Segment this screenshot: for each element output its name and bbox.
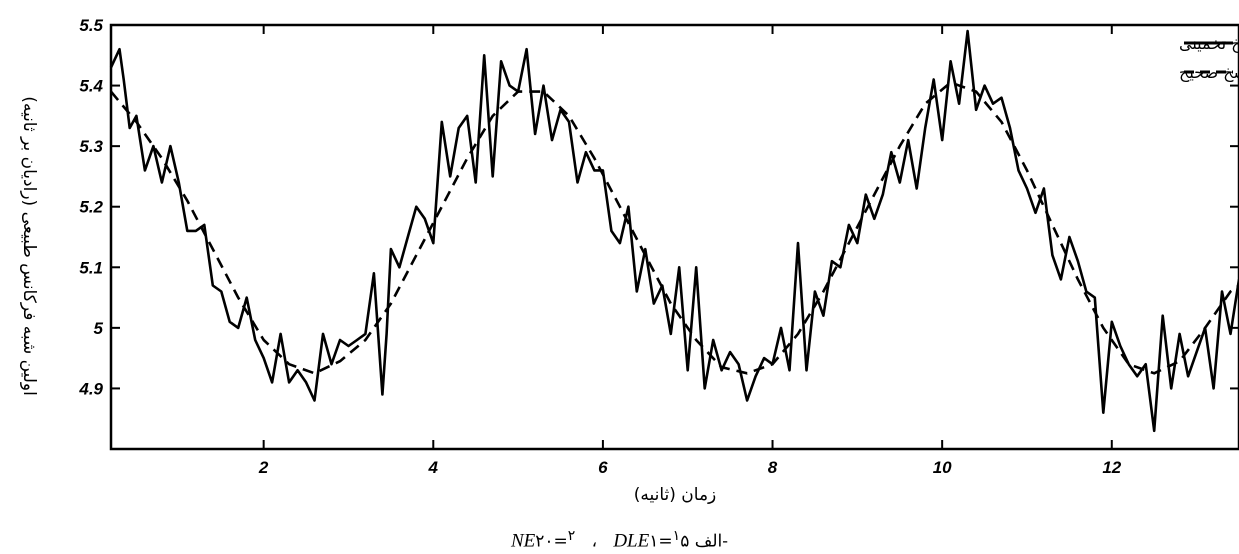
legend-label-exact: پاسخ صحیح	[1179, 63, 1239, 83]
figure-caption: NE ٢=٢٠ ، DLE ١=١۵ الف-	[510, 528, 729, 552]
legend: پاسخ تخمینی پاسخ صحیح	[1179, 34, 1239, 83]
x-tick-label: 4	[428, 458, 439, 477]
series-layer	[109, 29, 1239, 433]
y-tick-label: 5.4	[79, 77, 103, 96]
caption-separator: ،	[591, 531, 598, 552]
legend-label-estimated: پاسخ تخمینی	[1179, 34, 1239, 54]
y-axis-title: اولین شبه فرکانس طبیعی (رادیان بر ثانیه)	[19, 96, 39, 396]
y-tick-label: 5.1	[79, 258, 103, 277]
plot-frame	[109, 23, 1239, 451]
x-axis-title: زمان (ثانیه)	[634, 485, 717, 505]
x-ticks: 2 4 6 8 10 12	[258, 25, 1122, 477]
series-line-estimated	[109, 29, 1239, 433]
caption-ne-symbol: NE	[510, 530, 536, 552]
x-tick-label: 2	[258, 458, 269, 477]
x-tick-label: 8	[768, 458, 778, 477]
x-tick-label: 6	[598, 458, 608, 477]
y-tick-label: 4.9	[78, 379, 103, 398]
caption-dle-sup: ١	[672, 528, 681, 544]
y-tick-label: 5.2	[79, 198, 103, 217]
caption-part-label: الف-	[694, 531, 729, 552]
caption-dle-value: ١۵	[649, 531, 690, 552]
y-ticks: 4.9 5 5.1 5.2 5.3 5.4 5.5	[78, 16, 1239, 398]
y-tick-label: 5.3	[79, 137, 103, 156]
y-tick-label: 5	[94, 319, 104, 338]
y-tick-label: 5.5	[79, 16, 103, 35]
x-tick-label: 10	[933, 458, 952, 477]
caption-ne-sup: ٢	[567, 528, 576, 544]
series-line-exact	[110, 81, 1239, 375]
caption-ne-value: ٢٠	[535, 531, 554, 552]
x-tick-label: 12	[1102, 458, 1121, 477]
caption-dle-symbol: DLE	[613, 530, 650, 552]
